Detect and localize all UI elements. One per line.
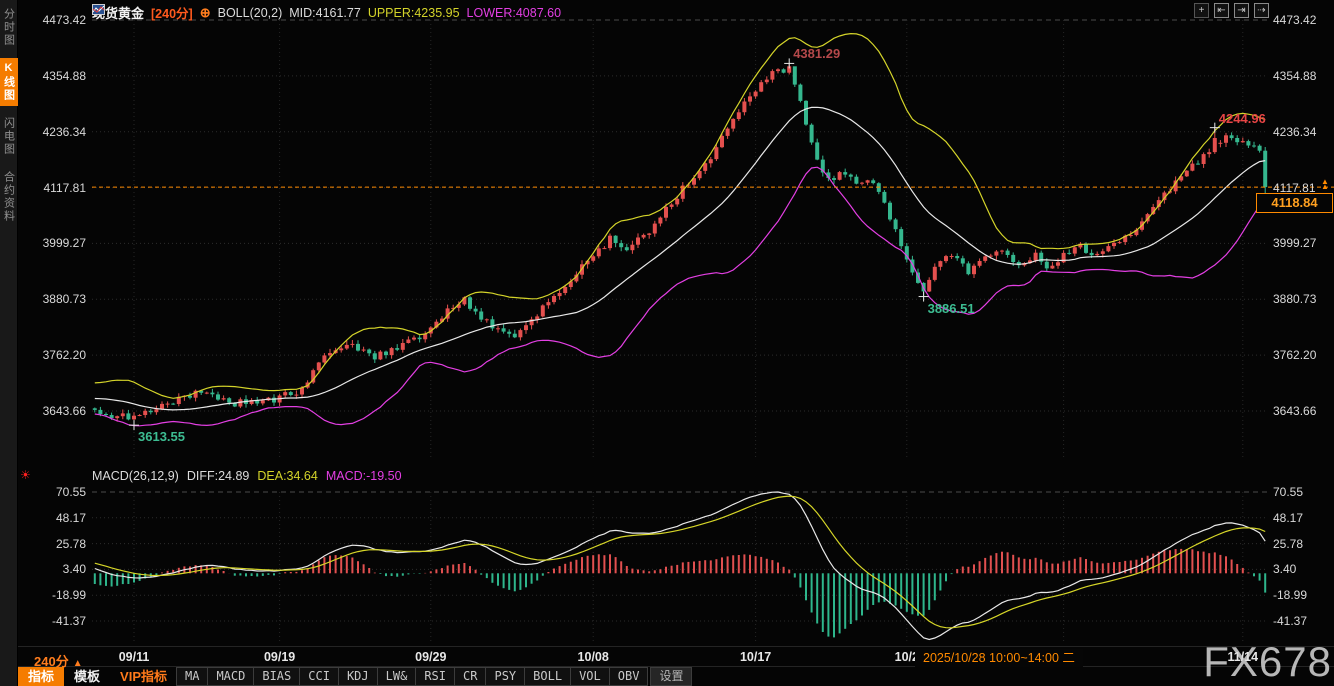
x-axis-label: 09/29 xyxy=(415,650,447,664)
y-axis-tick-left: 4117.81 xyxy=(43,180,87,195)
y-axis-tick-left: 4354.88 xyxy=(42,68,86,83)
y-axis-tick-right: 4354.88 xyxy=(1273,68,1317,83)
toolbar-item-kdj[interactable]: KDJ xyxy=(337,667,378,686)
pane-splitter-sun-icon[interactable]: ☀ xyxy=(20,468,31,482)
boll-upper-line xyxy=(94,32,1266,399)
macd-dea-value: DEA:34.64 xyxy=(257,469,318,483)
toolbar-item-vip-indicators[interactable]: VIP指标 xyxy=(120,669,167,684)
macd-header: MACD(26,12,9) DIFF:24.89 DEA:34.64 MACD:… xyxy=(92,469,402,483)
symbol-name: 现货黄金 xyxy=(92,6,145,21)
macd-axis-tick-right: -18.99 xyxy=(1273,588,1308,603)
y-axis-tick-left: 4473.42 xyxy=(42,13,86,27)
time-tooltip: 2025/10/28 10:00~14:00 二 xyxy=(915,649,1083,667)
x-axis-label: 09/11 xyxy=(118,650,150,664)
toolbar-item-cr[interactable]: CR xyxy=(454,667,487,686)
crosshair-icon[interactable]: + xyxy=(1194,3,1209,18)
period-badge[interactable]: [240分] xyxy=(151,7,193,21)
x-axis-label: 10/2 xyxy=(894,650,919,664)
macd-axis-tick-left: -41.37 xyxy=(51,614,86,628)
candlestick-layer xyxy=(92,63,1268,426)
y-axis-tick-right: 3880.73 xyxy=(1273,292,1317,307)
x-axis-label: 10/17 xyxy=(739,650,772,664)
target-circle-icon[interactable]: ⊕ xyxy=(199,4,211,20)
indicator-toolbar: 指标 模板 VIP指标 MA MACD BIAS CCI KDJ LW& RSI CR PSY BOLL… xyxy=(18,667,693,686)
macd-bar-value: MACD:-19.50 xyxy=(325,469,402,483)
macd-axis-tick-right: -41.37 xyxy=(1273,614,1308,628)
toolbar-item-ma[interactable]: MA xyxy=(176,667,209,686)
macd-axis-tick-left: 48.17 xyxy=(55,510,86,525)
sidebar-tab-contract-info[interactable]: 合约资料 xyxy=(2,171,15,223)
period-indicator[interactable]: 240分 ▲ xyxy=(34,654,83,669)
y-axis-tick-right: 3762.20 xyxy=(1273,348,1317,363)
toolbar-item-macd[interactable]: MACD xyxy=(207,667,255,686)
y-axis-tick-right: 4117.81 xyxy=(1273,180,1316,195)
zoom-in-icon[interactable]: ⇥ xyxy=(1234,3,1249,18)
price-annotation: 4381.29 xyxy=(793,46,841,62)
y-axis-tick-left: 3762.20 xyxy=(42,348,86,363)
toolbar-item-psy[interactable]: PSY xyxy=(485,667,526,686)
price-annotation: 4244.96 xyxy=(1218,110,1266,126)
toolbar-item-templates[interactable]: 模板 xyxy=(74,669,101,684)
sidebar-tab-flash-chart[interactable]: 闪电图 xyxy=(2,117,15,156)
price-annotation: 3886.51 xyxy=(927,300,975,316)
chart-header: 现货黄金 [240分] ⊕ BOLL(20,2) MID:4161.77 UPP… xyxy=(92,3,561,22)
x-axis-label: 09/19 xyxy=(263,650,296,664)
price-alert-marker-icon[interactable]: ▲ ▲ xyxy=(1321,177,1329,191)
toolbar-item-settings[interactable]: 设置 xyxy=(650,667,693,686)
macd-params-label: MACD(26,12,9) xyxy=(92,469,179,483)
pan-right-icon[interactable]: ⇢ xyxy=(1254,3,1269,18)
y-axis-tick-left: 3999.27 xyxy=(42,236,86,251)
macd-axis-tick-right: 48.17 xyxy=(1273,510,1304,525)
boll-indicator-label: BOLL(20,2) xyxy=(217,5,283,20)
y-axis-tick-right: 4473.42 xyxy=(1273,13,1317,27)
boll-mid-line xyxy=(94,106,1266,411)
zoom-out-icon[interactable]: ⇤ xyxy=(1214,3,1229,18)
toolbar-item-cci[interactable]: CCI xyxy=(299,667,339,686)
toolbar-item-lwr[interactable]: LW& xyxy=(376,667,417,686)
y-axis-tick-left: 4236.34 xyxy=(42,124,86,139)
price-annotation: 3613.55 xyxy=(138,429,185,445)
sidebar: 分时图 K线图 闪电图 合约资料 xyxy=(0,0,18,686)
toolbar-item-rsi[interactable]: RSI xyxy=(415,667,456,686)
toolbar-item-indicators[interactable]: 指标 xyxy=(18,667,65,686)
sidebar-tab-timeline-chart[interactable]: 分时图 xyxy=(2,8,15,47)
x-axis-label: 10/08 xyxy=(577,650,609,664)
boll-upper-value: UPPER:4235.95 xyxy=(367,5,460,20)
period-up-arrow-icon: ▲ xyxy=(72,658,83,669)
macd-axis-tick-left: -18.99 xyxy=(51,588,86,603)
toolbar-item-vol[interactable]: VOL xyxy=(570,667,610,686)
boll-lower-line xyxy=(94,166,1266,427)
boll-lower-value: LOWER:4087.60 xyxy=(466,5,562,20)
watermark: FX678 xyxy=(1203,638,1332,685)
boll-mid-value: MID:4161.77 xyxy=(289,5,361,20)
y-axis-tick-left: 3880.73 xyxy=(42,292,86,307)
macd-axis-tick-left: 25.78 xyxy=(55,536,86,551)
toolbar-item-boll[interactable]: BOLL xyxy=(524,667,572,686)
x-axis-label: 11/14 xyxy=(1227,650,1259,664)
chart-controls: + ⇤ ⇥ ⇢ xyxy=(1194,3,1269,18)
toolbar-item-obv[interactable]: OBV xyxy=(608,667,649,686)
y-axis-tick-right: 3643.66 xyxy=(1273,403,1317,418)
toolbar-item-bias[interactable]: BIAS xyxy=(253,667,301,686)
y-axis-tick-left: 3643.66 xyxy=(42,403,86,418)
macd-diff-value: DIFF:24.89 xyxy=(186,469,250,483)
macd-dea-line xyxy=(94,495,1266,629)
y-axis-tick-right: 4236.34 xyxy=(1273,124,1317,139)
macd-axis-tick-left: 3.40 xyxy=(62,562,86,577)
sidebar-tab-kline-chart[interactable]: K线图 xyxy=(0,58,18,106)
macd-histogram xyxy=(93,548,1267,638)
macd-diff-line xyxy=(94,491,1266,641)
macd-axis-tick-right: 3.40 xyxy=(1273,562,1297,577)
mini-chart-icon[interactable] xyxy=(92,3,105,16)
macd-axis-tick-right: 25.78 xyxy=(1273,536,1304,551)
last-price-tag: 4118.84 xyxy=(1256,193,1333,213)
macd-axis-tick-left: 70.55 xyxy=(55,485,86,499)
macd-axis-tick-right: 70.55 xyxy=(1273,485,1304,499)
y-axis-tick-right: 3999.27 xyxy=(1273,236,1317,251)
